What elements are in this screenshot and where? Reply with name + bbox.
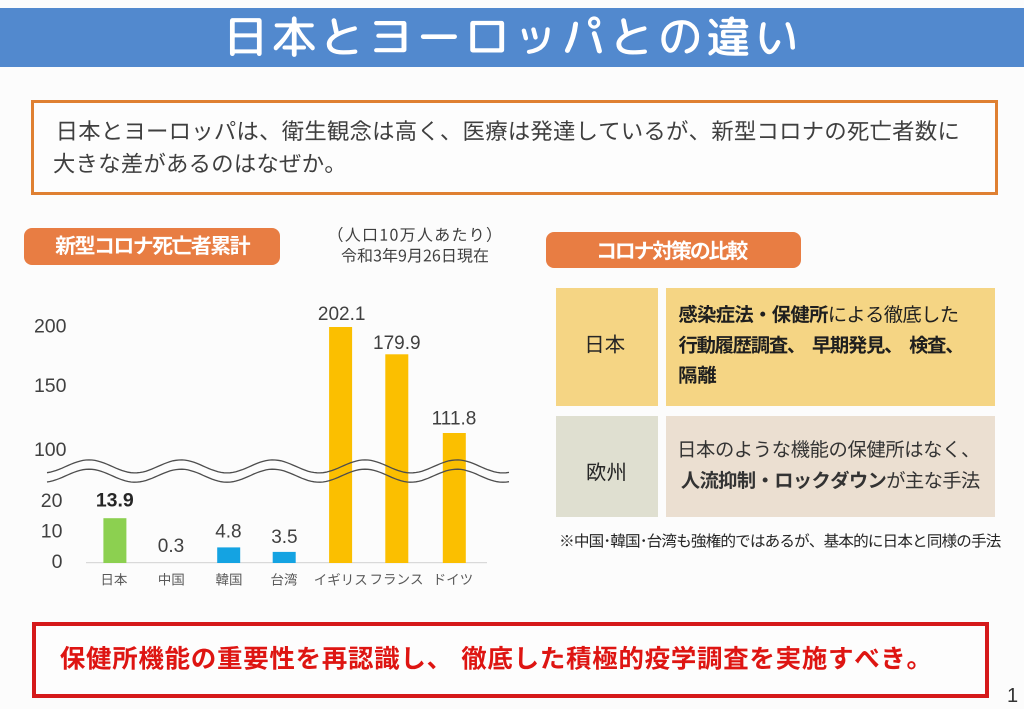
svg-text:10: 10 [41,521,63,543]
svg-text:20: 20 [41,490,63,512]
svg-text:179.9: 179.9 [373,333,421,354]
svg-text:3.5: 3.5 [271,527,297,548]
svg-text:13.9: 13.9 [96,489,134,511]
svg-text:1: 1 [1007,685,1018,707]
svg-text:0: 0 [52,551,63,573]
svg-text:202.1: 202.1 [318,304,366,325]
svg-text:0.3: 0.3 [158,536,184,557]
svg-text:4.8: 4.8 [215,522,241,543]
svg-text:111.8: 111.8 [432,408,477,429]
svg-text:200: 200 [34,315,67,337]
svg-text:100: 100 [34,439,67,461]
svg-text:150: 150 [34,375,67,397]
